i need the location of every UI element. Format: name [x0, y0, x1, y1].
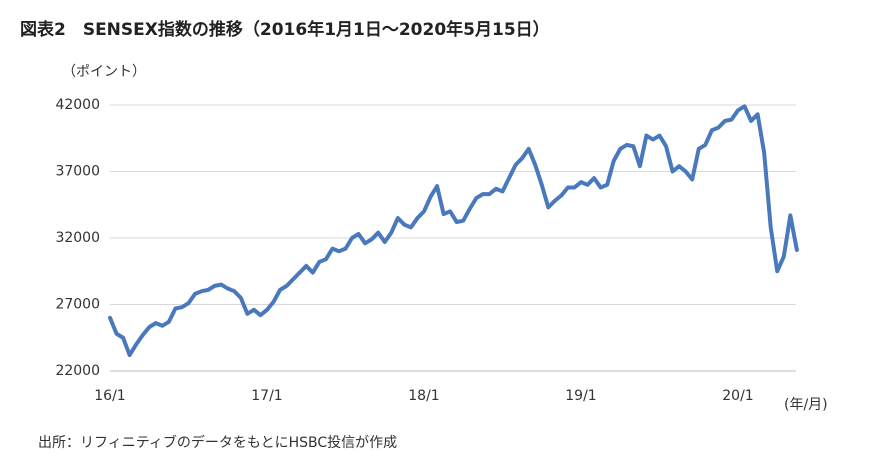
- y-tick-label: 22000: [55, 363, 100, 379]
- x-axis-label: (年/月): [784, 397, 828, 413]
- data-line: [108, 104, 799, 358]
- y-tick-label: 37000: [55, 164, 100, 180]
- source-note: 出所：リフィニティブのデータをもとにHSBC投信が作成: [38, 434, 397, 451]
- x-tick-label: 20/1: [722, 388, 753, 404]
- chart-title: 図表2 SENSEX指数の推移（2016年1月1日～2020年5月15日）: [20, 19, 550, 40]
- y-tick-label: 42000: [55, 97, 100, 113]
- x-tick-label: 17/1: [251, 388, 282, 404]
- x-tick-label: 19/1: [565, 388, 596, 404]
- y-tick-label: 32000: [55, 230, 100, 246]
- x-tick-label: 18/1: [408, 388, 439, 404]
- y-tick-label: 27000: [55, 297, 100, 313]
- y-axis-label: （ポイント）: [62, 64, 146, 80]
- x-tick-label: 16/1: [94, 388, 125, 404]
